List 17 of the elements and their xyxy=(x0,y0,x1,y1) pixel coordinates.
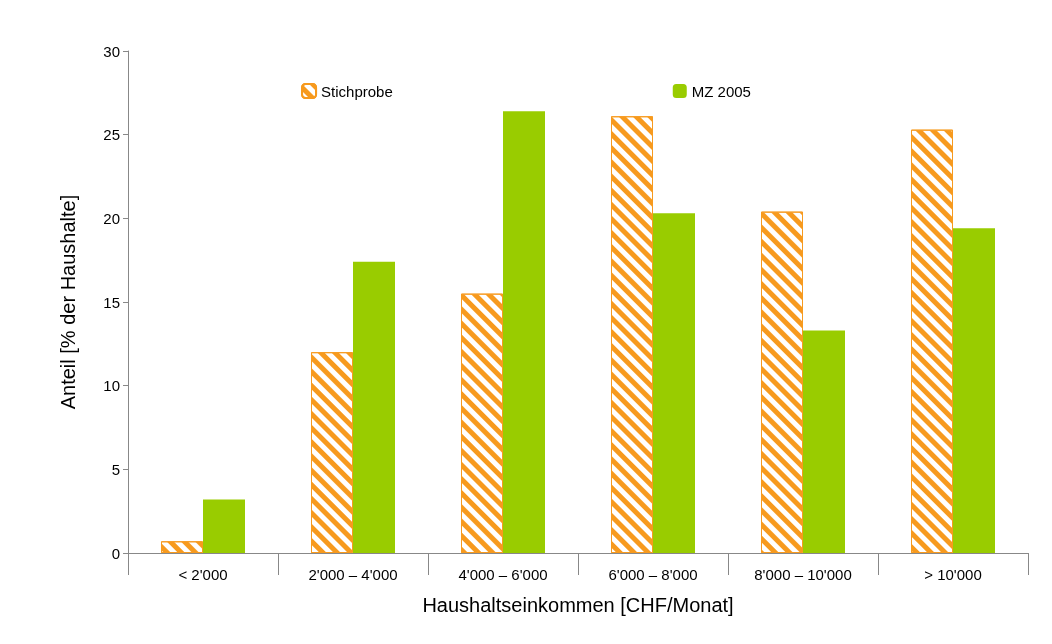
y-tick-label: 30 xyxy=(103,42,120,60)
y-tick-label: 20 xyxy=(103,209,120,227)
legend-label: Stichprobe xyxy=(321,82,393,100)
y-axis-title: Anteil [% der Haushalte] xyxy=(57,194,79,410)
x-tick-label: < 2'000 xyxy=(178,566,228,583)
y-tick-label: 10 xyxy=(103,377,120,395)
x-tick-label: 6'000 – 8'000 xyxy=(608,566,698,583)
x-tick-label: > 10'000 xyxy=(924,566,982,583)
y-tick-label: 0 xyxy=(111,544,120,562)
legend-label: MZ 2005 xyxy=(691,82,751,100)
x-axis-title: Haushaltseinkommen [CHF/Monat] xyxy=(422,594,734,616)
x-tick-label: 8'000 – 10'000 xyxy=(754,566,852,583)
x-tick-label: 2'000 – 4'000 xyxy=(308,566,398,583)
y-tick-label: 5 xyxy=(111,460,120,478)
y-tick-label: 15 xyxy=(103,293,120,311)
y-tick-label: 25 xyxy=(103,126,120,144)
x-tick-label: 4'000 – 6'000 xyxy=(458,566,548,583)
